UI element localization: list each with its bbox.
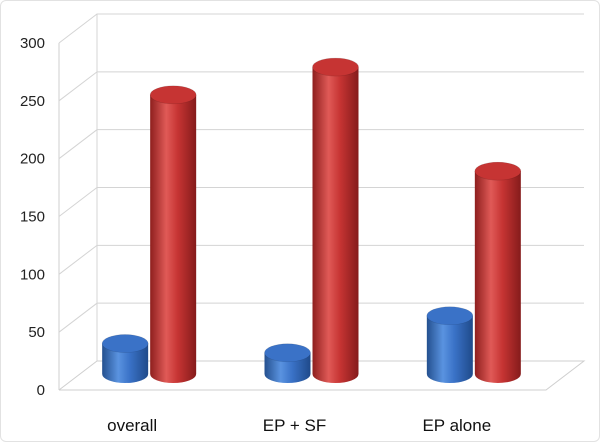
y-tick-label: 250 xyxy=(20,93,45,110)
bar-body xyxy=(474,171,521,383)
bar-cap xyxy=(312,57,359,77)
x-category-label: EP alone xyxy=(422,416,491,435)
bar-cap xyxy=(264,343,311,363)
bar-1-0 xyxy=(149,85,197,384)
bar-body xyxy=(312,67,359,384)
bar-body xyxy=(426,315,473,384)
gridline xyxy=(58,244,584,275)
bar-body xyxy=(150,94,197,384)
gridline xyxy=(58,187,584,217)
gridline xyxy=(58,13,584,44)
y-tick-label: 100 xyxy=(20,266,45,283)
x-category-label: overall xyxy=(107,416,157,435)
bar-1-1 xyxy=(312,57,359,384)
y-tick-label: 0 xyxy=(37,382,45,399)
bar-1-2 xyxy=(474,161,522,383)
gridline xyxy=(58,302,584,333)
y-tick-label: 50 xyxy=(28,324,45,341)
x-category-label: EP + SF xyxy=(263,416,326,435)
y-tick-label: 200 xyxy=(20,151,45,168)
floor xyxy=(58,360,586,391)
bar-cap xyxy=(149,85,197,105)
bar-cap xyxy=(101,334,149,353)
bar-0-2 xyxy=(426,306,474,384)
bar-cap xyxy=(474,161,522,181)
y-tick-label: 150 xyxy=(20,209,45,226)
gridline xyxy=(58,129,584,160)
bar-0-1 xyxy=(264,343,311,384)
bar-0-0 xyxy=(101,334,149,383)
bar-body xyxy=(102,343,149,383)
y-tick-label: 300 xyxy=(20,35,45,52)
gridline xyxy=(58,71,584,102)
bar-cap xyxy=(426,306,474,326)
